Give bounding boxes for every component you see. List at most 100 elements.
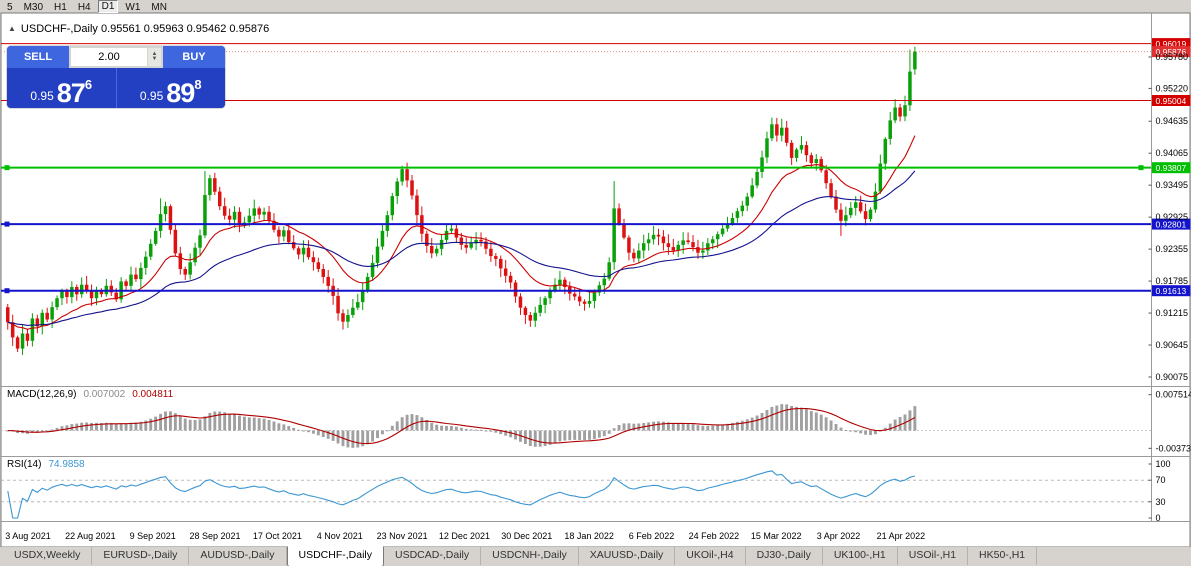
buy-price-big: 89	[166, 78, 195, 108]
svg-text:3 Apr 2022: 3 Apr 2022	[817, 531, 861, 541]
ma-slow-line	[7, 170, 916, 326]
svg-text:0.91785: 0.91785	[1156, 276, 1189, 286]
line-handle[interactable]	[4, 221, 10, 227]
svg-text:0.94065: 0.94065	[1156, 148, 1189, 158]
chart-tab-USDCAD-,Daily[interactable]: USDCAD-,Daily	[384, 547, 482, 565]
svg-text:100: 100	[1156, 459, 1171, 469]
svg-text:0.94635: 0.94635	[1156, 116, 1189, 126]
macd-indicator-label: MACD(12,26,9) 0.007002 0.004811	[7, 389, 173, 400]
svg-text:15 Mar 2022: 15 Mar 2022	[751, 531, 802, 541]
chart-tab-USDX,Weekly[interactable]: USDX,Weekly	[3, 547, 93, 565]
svg-text:17 Oct 2021: 17 Oct 2021	[253, 531, 302, 541]
svg-text:9 Sep 2021: 9 Sep 2021	[130, 531, 176, 541]
svg-text:0.91613: 0.91613	[1156, 286, 1187, 296]
svg-text:70: 70	[1156, 475, 1166, 485]
rsi-name: RSI(14)	[7, 459, 42, 470]
line-handle[interactable]	[4, 288, 10, 294]
macd-signal-line	[7, 407, 916, 445]
chart-tab-USDCNH-,Daily[interactable]: USDCNH-,Daily	[481, 547, 579, 565]
buy-button[interactable]: BUY	[163, 46, 225, 68]
price-tag	[1152, 285, 1191, 297]
svg-text:0.96019: 0.96019	[1156, 39, 1187, 49]
sell-button[interactable]: SELL	[7, 46, 69, 68]
svg-text:0.93807: 0.93807	[1156, 163, 1187, 173]
chart-tab-XAUUSD-,Daily[interactable]: XAUUSD-,Daily	[579, 547, 676, 565]
chart-tab-DJ30-,Daily[interactable]: DJ30-,Daily	[746, 547, 823, 565]
svg-text:18 Jan 2022: 18 Jan 2022	[564, 531, 614, 541]
svg-text:0.007514: 0.007514	[1156, 390, 1191, 400]
price-tag	[1152, 38, 1191, 50]
svg-text:-0.00373: -0.00373	[1156, 443, 1191, 453]
sell-price[interactable]: 0.95 87 6	[7, 68, 117, 108]
line-handle[interactable]	[1138, 165, 1144, 171]
macd-name: MACD(12,26,9)	[7, 389, 77, 400]
price-axis[interactable]	[1152, 13, 1191, 521]
svg-text:4 Nov 2021: 4 Nov 2021	[317, 531, 363, 541]
svg-text:0.95220: 0.95220	[1156, 83, 1189, 93]
rsi-line	[7, 470, 916, 519]
chart-tab-EURUSD-,Daily[interactable]: EURUSD-,Daily	[92, 547, 190, 565]
svg-text:0.95876: 0.95876	[1156, 47, 1187, 57]
svg-text:0.92355: 0.92355	[1156, 244, 1189, 254]
timeframe-button-5[interactable]: 5	[7, 1, 13, 13]
chart-tab-HK50-,H1[interactable]: HK50-,H1	[968, 547, 1038, 565]
buy-price-prefix: 0.95	[139, 89, 164, 103]
rsi-indicator-label: RSI(14) 74.9858	[7, 459, 85, 470]
buy-price[interactable]: 0.95 89 8	[116, 68, 225, 108]
timeframe-button-D1[interactable]: D1	[97, 0, 119, 13]
chart-title: ▲ USDCHF-,Daily 0.95561 0.95963 0.95462 0…	[8, 23, 269, 35]
buy-price-sup: 8	[194, 77, 202, 92]
one-click-collapse-icon[interactable]: ▲	[8, 24, 16, 33]
timeframe-toolbar: 5 M30 H1 H4 D1 W1 MN	[0, 0, 1191, 13]
svg-text:0.92925: 0.92925	[1156, 212, 1189, 222]
lot-size-field[interactable]: 2.00 ▲ ▼	[69, 46, 163, 68]
svg-text:0.90075: 0.90075	[1156, 372, 1189, 382]
lot-spinner[interactable]: ▲ ▼	[148, 48, 161, 66]
chart-tab-AUDUSD-,Daily[interactable]: AUDUSD-,Daily	[189, 547, 287, 565]
timeframe-button-H4[interactable]: H4	[77, 1, 91, 13]
one-click-trading-panel: SELL 2.00 ▲ ▼ BUY 0.95 87 6 0.95 89 8	[7, 46, 225, 108]
chart-tab-USOil-,H1[interactable]: USOil-,H1	[898, 547, 969, 565]
date-axis[interactable]	[1, 522, 1190, 547]
spinner-down-icon[interactable]: ▼	[151, 56, 158, 62]
macd-signal-value: 0.004811	[132, 389, 174, 400]
line-handle[interactable]	[4, 165, 10, 171]
chart-title-text: USDCHF-,Daily 0.95561 0.95963 0.95462 0.…	[20, 23, 270, 35]
spinner-up-icon[interactable]: ▲	[151, 51, 158, 57]
sell-price-sup: 6	[84, 77, 93, 92]
price-tag	[1152, 46, 1191, 58]
svg-text:24 Feb 2022: 24 Feb 2022	[689, 531, 740, 541]
chart-tabs: USDX,Weekly EURUSD-,Daily AUDUSD-,Daily USD…	[0, 546, 1191, 566]
svg-text:0.95004: 0.95004	[1156, 96, 1187, 106]
svg-text:30 Dec 2021: 30 Dec 2021	[501, 531, 552, 541]
timeframe-button-MN[interactable]: MN	[151, 1, 167, 13]
macd-main-value: 0.007002	[83, 389, 126, 400]
svg-text:21 Apr 2022: 21 Apr 2022	[877, 531, 926, 541]
svg-text:0.95780: 0.95780	[1156, 52, 1189, 62]
timeframe-button-H1[interactable]: H1	[54, 1, 67, 13]
price-tag	[1152, 95, 1191, 106]
sell-price-prefix: 0.95	[30, 89, 54, 103]
svg-text:28 Sep 2021: 28 Sep 2021	[190, 531, 241, 541]
sell-price-big: 87	[56, 78, 86, 108]
ma-fast-line	[7, 135, 916, 330]
svg-text:0: 0	[1156, 513, 1161, 523]
timeframe-button-M30[interactable]: M30	[23, 1, 44, 13]
svg-text:22 Aug 2021: 22 Aug 2021	[65, 531, 116, 541]
svg-text:0.91215: 0.91215	[1156, 308, 1189, 318]
chart-tab-UKOil-,H4[interactable]: UKOil-,H4	[675, 547, 746, 565]
lot-size-value[interactable]: 2.00	[71, 48, 147, 66]
svg-text:23 Nov 2021: 23 Nov 2021	[377, 531, 428, 541]
chart-tab-USDCHF-,Daily[interactable]: USDCHF-,Daily	[286, 546, 385, 566]
timeframe-button-W1[interactable]: W1	[125, 1, 141, 13]
rsi-value: 74.9858	[48, 459, 85, 470]
svg-text:0.92801: 0.92801	[1156, 220, 1187, 230]
svg-text:0.90645: 0.90645	[1156, 340, 1189, 350]
svg-text:12 Dec 2021: 12 Dec 2021	[439, 531, 490, 541]
chart-tab-UK100-,H1[interactable]: UK100-,H1	[823, 547, 898, 565]
svg-text:0.93495: 0.93495	[1156, 180, 1189, 190]
svg-text:3 Aug 2021: 3 Aug 2021	[5, 531, 51, 541]
svg-text:6 Feb 2022: 6 Feb 2022	[629, 531, 675, 541]
price-tag	[1152, 218, 1191, 230]
